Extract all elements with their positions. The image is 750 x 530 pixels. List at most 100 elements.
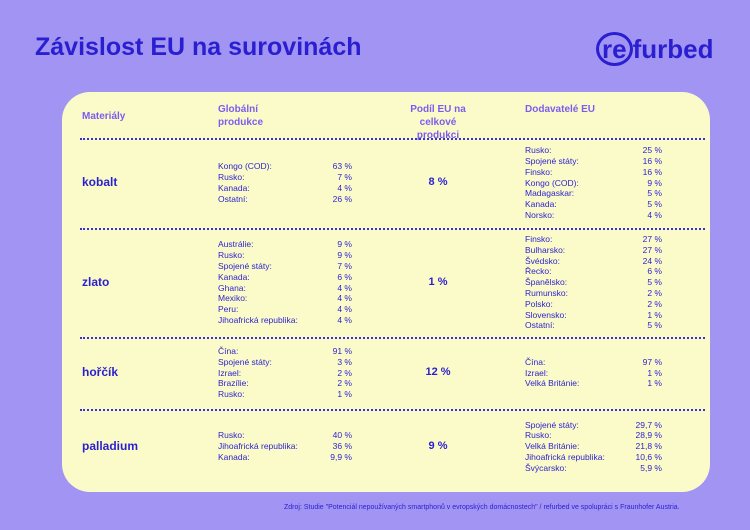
eu-share: 12 % bbox=[425, 366, 451, 378]
logo-text: furbed bbox=[632, 34, 714, 64]
global-value: 9 % bbox=[337, 239, 352, 250]
global-name: Jihoafrická republika: bbox=[218, 441, 298, 452]
global-value: 4 % bbox=[337, 282, 352, 293]
material: palladium bbox=[82, 438, 139, 453]
suppliers-name: Rusko: bbox=[525, 430, 552, 441]
column-header: Podíl EU na celkové produkci bbox=[410, 104, 466, 141]
global-name: Austrálie: bbox=[218, 239, 254, 250]
global-value: 9,9 % bbox=[330, 451, 352, 462]
suppliers-value: 5 % bbox=[647, 188, 662, 199]
global-value: 2 % bbox=[337, 378, 352, 389]
eu-share: 1 % bbox=[428, 275, 448, 288]
suppliers-name: Spojené státy: bbox=[525, 419, 579, 430]
suppliers-value: 24 % bbox=[642, 255, 662, 266]
suppliers-name: Bulharsko: bbox=[525, 244, 566, 255]
column-header: Materiály bbox=[82, 111, 126, 122]
suppliers-value: 5 % bbox=[647, 277, 662, 288]
suppliers-value: 4 % bbox=[647, 210, 662, 220]
suppliers-value: 28,9 % bbox=[635, 430, 662, 441]
suppliers-name: Spojené státy: bbox=[525, 156, 579, 166]
suppliers-value: 1 % bbox=[647, 367, 662, 378]
material: kobalt bbox=[82, 175, 118, 189]
global-name: Jihoafrická republika: bbox=[218, 314, 298, 325]
global-name: Spojené státy: bbox=[218, 356, 272, 367]
suppliers-value: 27 % bbox=[642, 233, 662, 244]
global-value: 9 % bbox=[337, 250, 352, 261]
global-name: Izrael: bbox=[218, 367, 242, 378]
suppliers-name: Kanada: bbox=[525, 199, 557, 210]
suppliers-value: 1 % bbox=[647, 378, 662, 389]
global-value: 91 % bbox=[332, 346, 352, 356]
global-name: Kanada: bbox=[218, 271, 250, 282]
global-value: 40 % bbox=[332, 430, 352, 441]
suppliers-name: Finsko: bbox=[525, 166, 553, 177]
suppliers-name: Kongo (COD): bbox=[525, 177, 579, 188]
global-value: 6 % bbox=[337, 271, 352, 282]
suppliers-name: Norsko: bbox=[525, 210, 555, 220]
global-value: 3 % bbox=[337, 356, 352, 367]
suppliers-value: 2 % bbox=[647, 287, 662, 298]
global-name: Kanada: bbox=[218, 183, 250, 193]
global-value: 7 % bbox=[337, 260, 352, 271]
suppliers-name: Velká Británie: bbox=[525, 378, 580, 389]
column-header: Dodavatelé EU bbox=[525, 104, 596, 115]
global-name: Mexiko: bbox=[218, 293, 248, 304]
material: zlato bbox=[82, 274, 110, 289]
global-value: 7 % bbox=[337, 172, 352, 183]
global-name: Čína: bbox=[218, 346, 239, 356]
suppliers-name: Ostatní: bbox=[525, 320, 555, 331]
column-header: Globální produkce bbox=[218, 104, 264, 128]
table-card bbox=[62, 92, 710, 492]
suppliers-value: 6 % bbox=[647, 266, 662, 277]
suppliers-value: 25 % bbox=[642, 145, 662, 156]
suppliers-name: Švédsko: bbox=[525, 255, 560, 266]
global-value: 4 % bbox=[337, 293, 352, 304]
separator bbox=[80, 337, 705, 339]
suppliers-name: Rumunsko: bbox=[525, 287, 568, 298]
global-name: Rusko: bbox=[218, 430, 245, 441]
global-name: Ghana: bbox=[218, 282, 246, 293]
separator bbox=[80, 228, 705, 230]
suppliers-value: 2 % bbox=[647, 298, 662, 309]
suppliers-value: 9 % bbox=[647, 177, 662, 188]
global-name: Rusko: bbox=[218, 250, 245, 261]
global-name: Brazílie: bbox=[218, 378, 249, 389]
logo: re furbed bbox=[596, 32, 713, 66]
suppliers-name: Polsko: bbox=[525, 298, 553, 309]
suppliers-value: 1 % bbox=[647, 309, 662, 320]
global-value: 4 % bbox=[337, 314, 352, 325]
global-name: Ostatní: bbox=[218, 193, 248, 204]
global-name: Peru: bbox=[218, 304, 239, 315]
suppliers-value: 5 % bbox=[647, 320, 662, 331]
suppliers-value: 5,9 % bbox=[640, 462, 662, 473]
global-name: Rusko: bbox=[218, 389, 245, 400]
title: Závislost EU na surovinách bbox=[35, 33, 362, 61]
source: Zdroj: Studie "Potenciál nepoužívaných s… bbox=[284, 504, 680, 511]
suppliers-value: 10,6 % bbox=[635, 451, 662, 462]
suppliers-name: Čína: bbox=[525, 356, 546, 367]
suppliers-name: Švýcarsko: bbox=[525, 462, 567, 473]
suppliers-value: 29,7 % bbox=[635, 419, 662, 430]
global-name: Spojené státy: bbox=[218, 260, 272, 271]
eu-share: 8 % bbox=[428, 176, 448, 188]
global-value: 4 % bbox=[337, 183, 352, 193]
suppliers-name: Jihoafrická republika: bbox=[525, 451, 605, 462]
suppliers-value: 5 % bbox=[647, 199, 662, 210]
logo-mark: re bbox=[596, 32, 633, 66]
global-value: 63 % bbox=[332, 161, 352, 172]
eu-share: 9 % bbox=[428, 439, 448, 452]
global-value: 1 % bbox=[337, 389, 352, 400]
separator bbox=[80, 138, 705, 140]
global-value: 36 % bbox=[332, 441, 352, 452]
suppliers-name: Slovensko: bbox=[525, 309, 567, 320]
suppliers-value: 97 % bbox=[642, 356, 662, 367]
suppliers-name: Izrael: bbox=[525, 367, 549, 378]
suppliers-name: Řecko: bbox=[525, 266, 552, 277]
global-value: 4 % bbox=[337, 304, 352, 315]
suppliers-name: Rusko: bbox=[525, 145, 552, 156]
global-name: Kanada: bbox=[218, 451, 250, 462]
suppliers-value: 16 % bbox=[642, 156, 662, 166]
suppliers-name: Finsko: bbox=[525, 233, 553, 244]
suppliers-name: Španělsko: bbox=[525, 277, 568, 288]
